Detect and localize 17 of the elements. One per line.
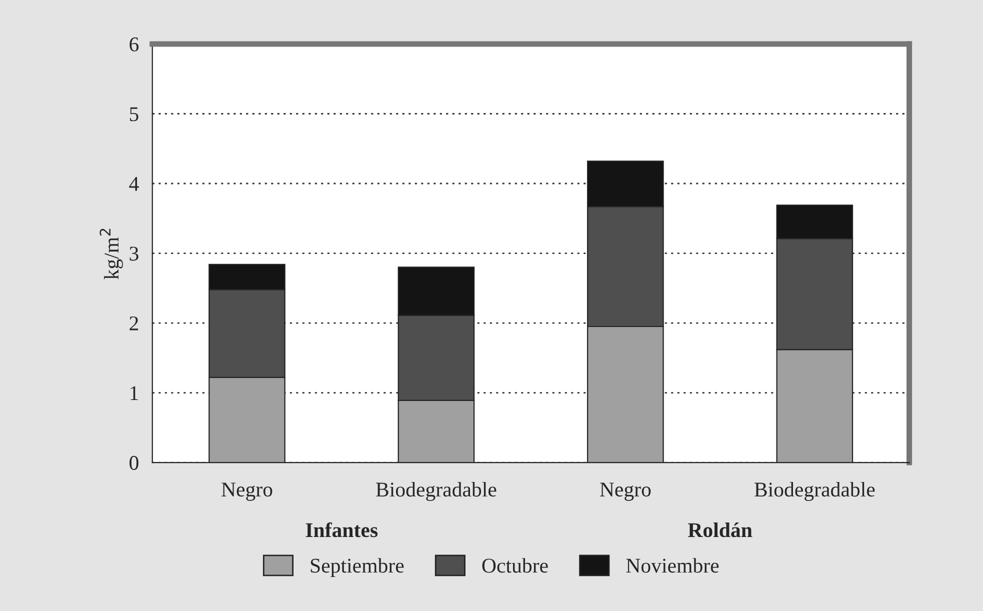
y-tick-label: 6 [130, 37, 139, 52]
legend-label: Octubre [482, 558, 548, 573]
x-tick-label: Negro [222, 482, 272, 501]
y-tick-label: 4 [129, 177, 139, 191]
x-tick-label: Biodegradable [754, 482, 875, 501]
x-tick-label: Biodegradable [376, 482, 496, 501]
x-tick-label: Negro [600, 482, 651, 501]
text: Roldán [688, 522, 752, 538]
legend-label: Septiembre [310, 558, 404, 577]
y-tick-label: 3 [130, 246, 138, 261]
y-tick-label: 2 [130, 316, 138, 330]
y-tick-label: 0 [130, 456, 138, 470]
legend-label: Noviembre [626, 558, 719, 573]
y-tick-label: 5 [130, 107, 138, 122]
text: Infantes [306, 522, 378, 538]
y-axis-title: kg/m$^{2}$ [100, 228, 123, 280]
y-tick-label: 1 [130, 386, 138, 400]
